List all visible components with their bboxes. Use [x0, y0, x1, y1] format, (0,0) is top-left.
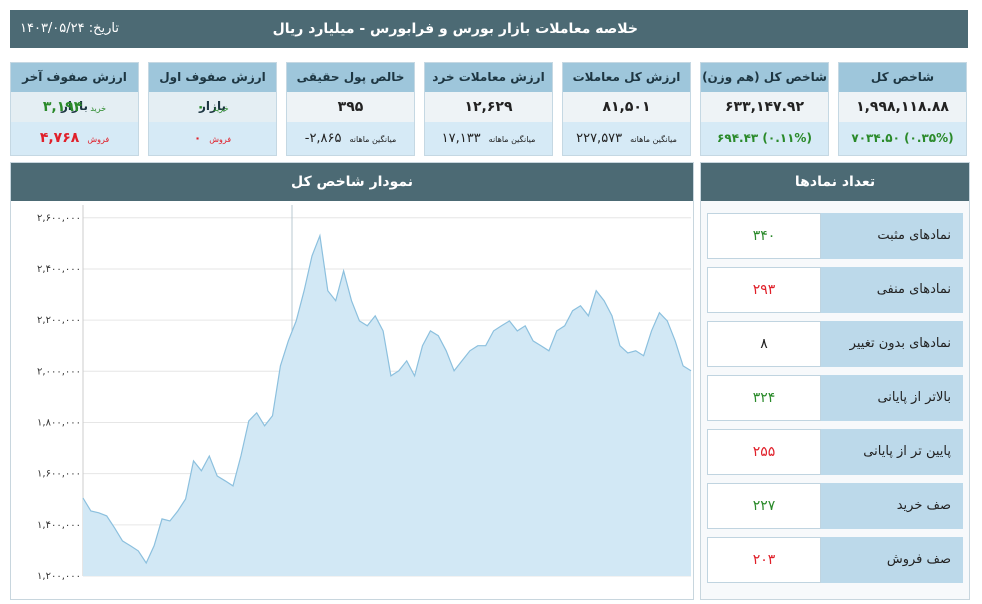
card-title: شاخص کل — [839, 63, 966, 92]
row-value: ۲۹۳ — [707, 267, 821, 313]
card-title: شاخص کل (هم وزن) — [701, 63, 828, 92]
date-label: تاریخ: — [88, 21, 120, 36]
buy-label: خرید — [212, 104, 229, 113]
card-value: ۸۱,۵۰۱ — [602, 99, 651, 115]
y-tick-label: ۱,۸۰۰,۰۰۰ — [37, 417, 81, 428]
row-value: ۲۰۳ — [707, 537, 821, 583]
line — [82, 233, 692, 565]
card-value: ۱۲,۶۲۹ — [464, 99, 513, 115]
y-tick-label: ۲,۴۰۰,۰۰۰ — [37, 264, 81, 275]
symbol-row: نمادهای بدون تغییر ۸ — [707, 321, 963, 367]
row-label: نمادهای مثبت — [819, 213, 963, 259]
row-label: صف فروش — [819, 537, 963, 583]
card-change: ۷۰۳۴.۵۰ (۰.۳۵%) — [851, 131, 954, 145]
card-value: ۱,۹۹۸,۱۱۸.۸۸ — [856, 99, 949, 115]
row-label: نمادهای منفی — [819, 267, 963, 313]
y-tick-label: ۲,۶۰۰,۰۰۰ — [37, 213, 81, 224]
card-title: خالص پول حقیقی — [287, 63, 414, 92]
card-title: ارزش صفوف آخر بازار — [11, 63, 138, 113]
card-value: ۶۳۳,۱۴۷.۹۲ — [725, 99, 804, 115]
buy-value: ۰ — [196, 99, 205, 115]
card: ارزش صفوف آخر بازار خرید ۳,۱۹۴ فروش ۴,۷۶۸ — [10, 62, 139, 156]
row-value: ۲۵۵ — [707, 429, 821, 475]
symbol-row: صف فروش ۲۰۳ — [707, 537, 963, 583]
row-label: صف خرید — [819, 483, 963, 529]
symbols-panel: تعداد نمادها نمادهای مثبت ۳۴۰ نمادهای منف… — [700, 162, 970, 600]
row-label: بالاتر از پایانی — [819, 375, 963, 421]
symbol-row: نمادهای مثبت ۳۴۰ — [707, 213, 963, 259]
avg-value: ۲۲۷,۵۷۳ — [576, 131, 623, 146]
symbol-row: بالاتر از پایانی ۳۲۴ — [707, 375, 963, 421]
symbols-title: تعداد نمادها — [701, 163, 969, 201]
card: ارزش معاملات خرد ۱۲,۶۲۹ میانگین ماهانه ۱۷… — [424, 62, 553, 156]
sell-label: فروش — [209, 135, 232, 144]
header: خلاصه معاملات بازار بورس و فرابورس - میل… — [10, 10, 968, 48]
card: شاخص کل ۱,۹۹۸,۱۱۸.۸۸ ۷۰۳۴.۵۰ (۰.۳۵%) — [838, 62, 967, 156]
chart: ۱,۲۰۰,۰۰۰ ۱,۴۰۰,۰۰۰ ۱,۶۰۰,۰۰۰ ۱,۸۰۰,۰۰۰ ۲,۰۰… — [37, 205, 692, 582]
card-title: ارزش معاملات خرد — [425, 63, 552, 92]
date-value: ۱۴۰۳/۰۵/۲۴ — [20, 21, 85, 36]
buy-value: ۳,۱۹۴ — [42, 99, 83, 115]
row-value: ۳۲۴ — [707, 375, 821, 421]
date: تاریخ: ۱۴۰۳/۰۵/۲۴ — [20, 10, 119, 48]
card: شاخص کل (هم وزن) ۶۳۳,۱۴۷.۹۲ ۶۹۴.۴۳ (۰.۱۱… — [700, 62, 829, 156]
y-tick-label: ۲,۰۰۰,۰۰۰ — [37, 366, 81, 377]
sell-value: ۰ — [193, 131, 202, 145]
row-value: ۸ — [707, 321, 821, 367]
sell-label: فروش — [87, 135, 110, 144]
avg-value: ۱۷,۱۳۳ — [441, 131, 481, 146]
y-tick-label: ۱,۲۰۰,۰۰۰ — [37, 571, 81, 582]
y-tick-label: ۱,۶۰۰,۰۰۰ — [37, 469, 81, 480]
row-label: پایین تر از پایانی — [819, 429, 963, 475]
chart-title: نمودار شاخص کل — [11, 163, 693, 201]
card: ارزش کل معاملات ۸۱,۵۰۱ میانگین ماهانه ۲۲۷… — [562, 62, 691, 156]
area — [83, 235, 691, 576]
row-value: ۲۲۷ — [707, 483, 821, 529]
buy-label: خرید — [90, 104, 107, 113]
card: خالص پول حقیقی ۳۹۵ میانگین ماهانه -۲,۸۶۵ — [286, 62, 415, 156]
symbol-row: صف خرید ۲۲۷ — [707, 483, 963, 529]
avg-value: -۲,۸۶۵ — [304, 131, 342, 146]
avg-label: میانگین ماهانه — [349, 135, 397, 144]
card-title: ارزش کل معاملات — [563, 63, 690, 92]
avg-label: میانگین ماهانه — [630, 135, 677, 144]
row-value: ۳۴۰ — [707, 213, 821, 259]
card-title: ارزش صفوف اول بازار — [149, 63, 276, 113]
card: ارزش صفوف اول بازار خرید ۰ فروش ۰ — [148, 62, 277, 156]
card-change: ۶۹۴.۴۳ (۰.۱۱%) — [717, 131, 812, 145]
row-label: نمادهای بدون تغییر — [819, 321, 963, 367]
avg-label: میانگین ماهانه — [488, 135, 536, 144]
sell-value: ۴,۷۶۸ — [39, 130, 80, 146]
card-value: ۳۹۵ — [337, 99, 364, 115]
y-tick-label: ۱,۴۰۰,۰۰۰ — [37, 520, 81, 531]
header-title: خلاصه معاملات بازار بورس و فرابورس - میل… — [272, 21, 638, 37]
symbol-row: نمادهای منفی ۲۹۳ — [707, 267, 963, 313]
y-tick-label: ۲,۲۰۰,۰۰۰ — [37, 315, 81, 326]
symbol-row: پایین تر از پایانی ۲۵۵ — [707, 429, 963, 475]
chart-panel: نمودار شاخص کل ۱,۲۰۰,۰۰۰ ۱,۴۰۰,۰۰۰ ۱,۶۰۰,۰… — [10, 162, 694, 600]
